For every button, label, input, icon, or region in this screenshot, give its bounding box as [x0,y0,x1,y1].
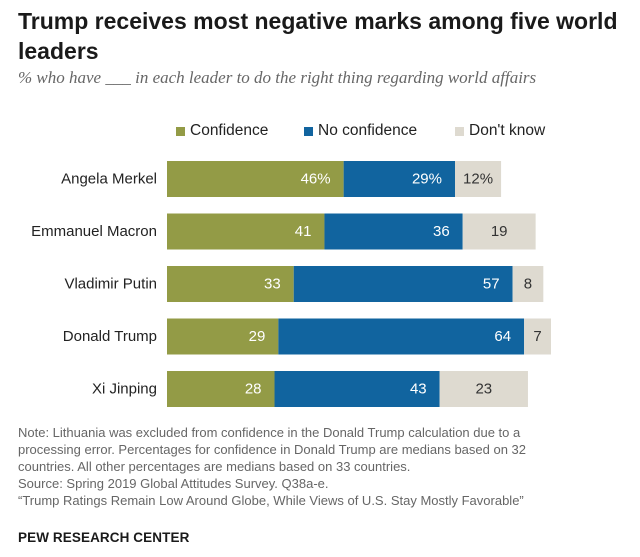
bar-dont-know [462,213,536,250]
bar-dont-know [439,371,528,407]
category-label: Vladimir Putin [64,276,157,293]
source-line: Source: Spring 2019 Global Attitudes Sur… [18,476,329,491]
stacked-bar-chart: Angela Merkel 46% 29% 12% Emmanuel Macron 41 3… [31,161,551,407]
bar-no-confidence [293,266,513,302]
bar-confidence [167,213,325,250]
legend-label-confidence: Confidence [190,122,269,139]
legend-label-dont-know: Don't know [469,122,546,139]
data-label-no-confidence: 29% [412,171,442,188]
note-line: countries. All other percentages are med… [18,459,411,474]
bar-no-confidence [274,371,440,407]
legend-swatch-no-confidence [304,126,313,136]
data-label-no-confidence: 36 [433,223,450,240]
data-label-dont-know: 7 [533,328,541,345]
category-label: Xi Jinping [92,381,157,398]
bar-no-confidence [343,161,455,197]
data-label-dont-know: 12% [463,171,493,188]
legend-swatch-dont-know [455,126,464,136]
data-label-no-confidence: 64 [494,328,511,345]
bar-dont-know [512,266,544,302]
chart-subtitle: % who have ___ in each leader to do the … [18,68,537,87]
bar-confidence [167,371,275,407]
data-label-dont-know: 8 [524,276,532,293]
bar-dont-know [455,161,502,197]
data-label-confidence: 46% [301,171,331,188]
data-label-confidence: 33 [264,276,281,293]
category-label: Angela Merkel [61,171,157,188]
note-line: Note: Lithuania was excluded from confid… [18,425,521,440]
chart-title: Trump receives most negative marks among… [18,8,618,64]
legend-item-no-confidence: No confidence [304,122,417,140]
pew-research-center-logo: PEW RESEARCH CENTER [18,530,190,545]
bar-dont-know [524,318,551,355]
note-line: processing error. Percentages for confid… [18,442,527,457]
data-label-confidence: 28 [245,381,262,398]
bar-confidence [167,318,279,355]
bar-no-confidence [324,213,463,250]
data-label-no-confidence: 43 [410,381,427,398]
notes: Note: Lithuania was excluded from confid… [18,424,628,509]
bar-confidence [167,161,344,197]
data-label-dont-know: 23 [475,381,492,398]
data-label-confidence: 29 [249,328,266,345]
data-label-confidence: 41 [295,223,312,240]
legend-label-no-confidence: No confidence [318,122,418,139]
legend-swatch-confidence [176,126,185,136]
data-label-no-confidence: 57 [483,276,500,293]
legend-item-dont-know: Don't know [455,122,545,140]
legend-item-confidence: Confidence [176,122,268,140]
category-label: Emmanuel Macron [31,223,157,240]
category-label: Donald Trump [63,328,157,345]
data-label-dont-know: 19 [491,223,508,240]
report-title-line: “Trump Ratings Remain Low Around Globe, … [18,493,524,508]
legend: Confidence No confidence Don't know [0,122,640,142]
bar-confidence [167,266,294,302]
bar-no-confidence [278,318,525,355]
